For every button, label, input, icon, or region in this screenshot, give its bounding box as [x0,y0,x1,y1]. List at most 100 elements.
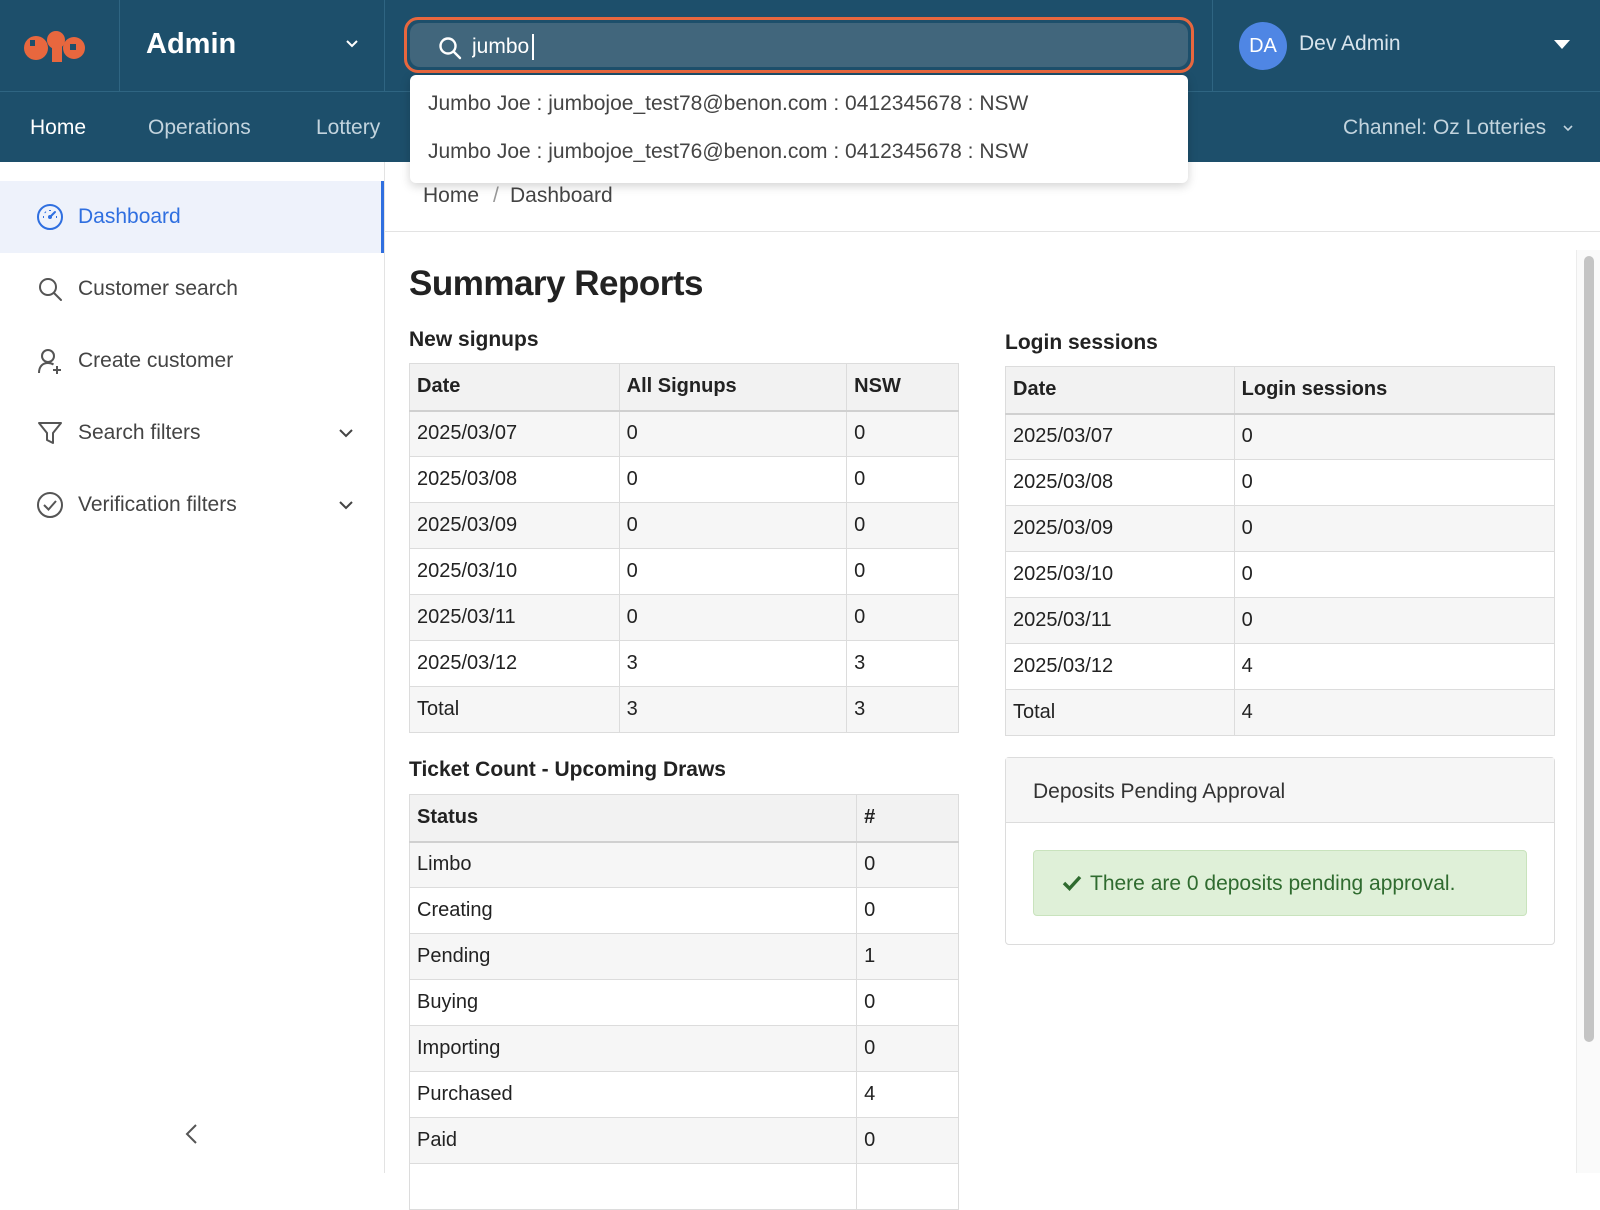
table-cell: 2025/03/08 [1005,459,1235,506]
table-cell: Purchased [408,1071,858,1118]
table-cell: 2025/03/12 [1005,643,1235,690]
dashboard-icon [37,204,63,230]
table-cell: 3 [618,640,848,687]
table-cell: 0 [618,548,848,595]
table-cell: 0 [1233,459,1556,506]
table-cell: Total [409,686,620,733]
table-cell: Total [1005,689,1235,736]
table-cell: 4 [1233,689,1556,736]
page-title: Summary Reports [409,264,703,303]
table-row: 2025/03/07 0 0 [409,410,959,457]
table-row: 2025/03/08 0 [1005,459,1556,506]
column-header: Login sessions [1233,366,1556,415]
table-row: 2025/03/12 4 [1005,643,1556,690]
table-header-row: Status # [408,794,959,843]
sidebar-item-customer-search[interactable]: Customer search [0,253,384,325]
table-cell: 2025/03/10 [409,548,620,595]
channel-label: Channel: Oz Lotteries [1343,116,1547,139]
breadcrumb: Home / Dashboard [385,162,1600,232]
vertical-scrollbar[interactable] [1576,250,1600,1173]
search-results-dropdown: Jumbo Joe : jumbojoe_test78@benon.com : … [410,75,1188,183]
table-cell: 2025/03/08 [409,456,620,503]
sidebar-item-create-customer[interactable]: Create customer [0,325,384,397]
search-box[interactable] [410,23,1188,67]
app-switcher[interactable]: Admin [120,0,385,91]
new-signups-title: New signups [409,328,539,351]
table-row: 2025/03/11 0 0 [409,594,959,641]
channel-selector[interactable]: Channel: Oz Lotteries [1343,116,1574,140]
table-cell: 2025/03/09 [1005,505,1235,552]
breadcrumb-home[interactable]: Home [423,184,480,207]
table-cell: Importing [408,1025,858,1072]
search-result-item[interactable]: Jumbo Joe : jumbojoe_test76@benon.com : … [428,140,1029,163]
nav-lottery[interactable]: Lottery [316,116,381,139]
column-header: Date [1005,366,1235,415]
table-row: Pending 1 [408,933,959,980]
table-row: 2025/03/07 0 [1005,413,1556,460]
alert-message: There are 0 deposits pending approval. [1090,872,1456,895]
table-cell: 3 [846,686,959,733]
table-cell: 0 [1233,597,1556,644]
app-title: Admin [146,28,237,60]
table-cell: 0 [846,548,959,595]
sidebar-item-verification-filters[interactable]: Verification filters [0,469,384,541]
sidebar-item-label: Dashboard [78,205,181,228]
collapse-sidebar-icon[interactable] [182,1122,202,1146]
panel-title: Deposits Pending Approval [1033,780,1286,803]
user-menu[interactable]: DA Dev Admin [1212,0,1600,91]
scrollbar-thumb[interactable] [1584,256,1594,1042]
avatar: DA [1239,22,1287,70]
ticket-count-table: Status # Limbo 0 Creating 0 Pending 1 Buying 0 I… [408,794,959,1210]
search-input[interactable] [472,31,1122,63]
success-alert: There are 0 deposits pending approval. [1033,850,1527,916]
search-icon [439,37,462,60]
table-header-row: Date Login sessions [1005,366,1556,415]
table-cell: 3 [618,686,848,733]
sidebar-item-dashboard[interactable]: Dashboard [0,181,384,253]
search-result-item[interactable]: Jumbo Joe : jumbojoe_test78@benon.com : … [428,92,1029,115]
table-cell: 0 [846,502,959,549]
table-cell: 0 [1233,551,1556,598]
nav-operations[interactable]: Operations [148,116,251,139]
table-cell: 0 [1233,413,1556,460]
panel-header: Deposits Pending Approval [1006,758,1554,823]
table-cell [408,1163,858,1210]
add-user-icon [38,349,61,374]
text-caret [532,34,534,60]
table-row: Total 4 [1005,689,1556,736]
column-header: Date [409,363,620,412]
chevron-down-icon [339,501,353,510]
table-cell: 0 [1233,505,1556,552]
table-row: 2025/03/09 0 0 [409,502,959,549]
table-cell: Buying [408,979,858,1026]
table-row: Paid 0 [408,1117,959,1164]
sidebar-item-search-filters[interactable]: Search filters [0,397,384,469]
brand-logo[interactable] [22,26,86,64]
column-header: All Signups [618,363,848,412]
table-cell: 3 [846,640,959,687]
new-signups-table: Date All Signups NSW 2025/03/07 0 0 2025/03… [409,363,959,733]
table-row: Total 3 3 [409,686,959,733]
table-cell: Paid [408,1117,858,1164]
table-cell: 0 [846,410,959,457]
table-row: Importing 0 [408,1025,959,1072]
sidebar-item-label: Verification filters [78,493,237,516]
table-cell: 2025/03/12 [409,640,620,687]
table-row: 2025/03/09 0 [1005,505,1556,552]
logo-cell [0,0,120,91]
table-cell: 2025/03/10 [1005,551,1235,598]
checkmark-icon [1062,875,1082,891]
user-name: Dev Admin [1299,32,1401,55]
search-icon [39,278,62,301]
table-row: 2025/03/10 0 [1005,551,1556,598]
table-cell: 2025/03/07 [1005,413,1235,460]
table-cell: 1 [856,933,959,980]
breadcrumb-separator: / [493,184,499,207]
chevron-down-icon [339,429,353,438]
column-header: # [856,794,959,843]
table-row: 2025/03/10 0 0 [409,548,959,595]
nav-home[interactable]: Home [30,116,87,139]
table-row: 2025/03/11 0 [1005,597,1556,644]
table-row: Buying 0 [408,979,959,1026]
table-header-row: Date All Signups NSW [409,363,959,412]
